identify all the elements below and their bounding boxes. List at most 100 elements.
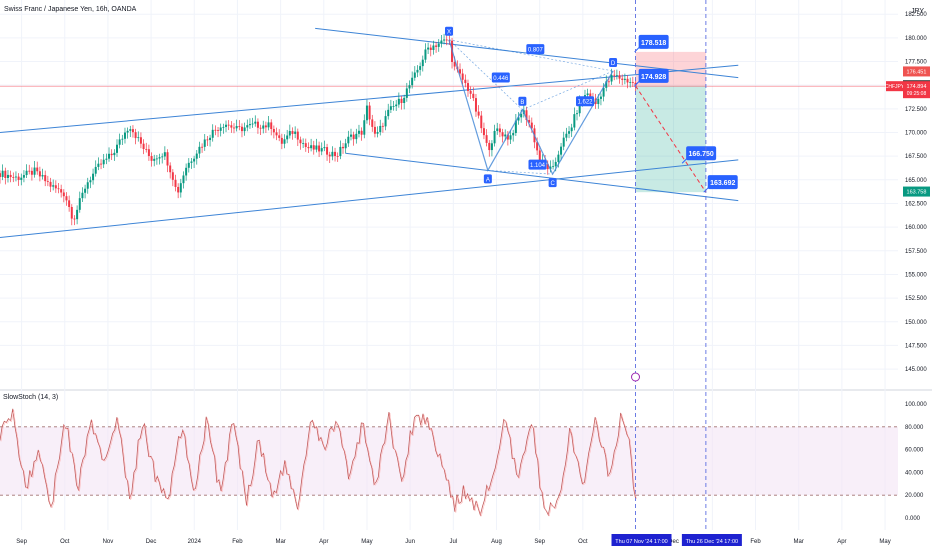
candle-body <box>243 127 246 132</box>
candle-body <box>291 131 294 134</box>
pattern-point-label: B <box>520 100 524 106</box>
candle-body <box>108 153 111 159</box>
candle-body <box>272 129 275 133</box>
candle-body <box>49 181 52 187</box>
candle-body <box>65 196 68 201</box>
candle-body <box>461 73 464 80</box>
ratio-label: 1.622 <box>577 100 593 106</box>
candle-body <box>344 143 347 149</box>
candle-body <box>190 161 193 163</box>
candle-body <box>142 143 145 149</box>
candle-body <box>586 93 589 96</box>
candle-body <box>62 192 65 197</box>
date-highlight-box <box>611 534 672 546</box>
candle-body <box>485 135 488 143</box>
candle-body <box>419 66 422 70</box>
candle-body <box>365 105 368 121</box>
candle-body <box>357 130 360 134</box>
candle-body <box>474 98 477 112</box>
candle-body <box>254 121 257 124</box>
time-tick-label: Oct <box>60 539 70 545</box>
callout-box <box>686 146 717 161</box>
candle-body <box>560 146 563 155</box>
candle-body <box>166 152 169 166</box>
candle-body <box>589 93 592 99</box>
candle-body <box>413 72 416 78</box>
time-tick-label: Dec <box>146 539 157 545</box>
time-tick-label: Sep <box>16 539 27 545</box>
stoch-tick-label: 80.000 <box>905 425 924 431</box>
stoch-tick-label: 40.000 <box>905 470 924 476</box>
target-1-callout: 166.750 <box>688 151 713 158</box>
candle-body <box>150 156 153 161</box>
candle-body <box>597 98 600 105</box>
candle-body <box>296 131 299 140</box>
symbol-title[interactable]: Swiss Franc / Japanese Yen, 16h, OANDA <box>4 6 137 13</box>
ratio-box <box>528 159 547 170</box>
candle-body <box>437 43 440 47</box>
price-tag-value: 176.451 <box>907 69 927 75</box>
candle-body <box>78 198 81 210</box>
candle-body <box>158 157 161 159</box>
candle-body <box>347 136 350 144</box>
time-tick-label: Mar <box>794 539 804 545</box>
callout-box <box>638 68 669 83</box>
candle-body <box>506 134 509 140</box>
candle-body <box>536 142 539 151</box>
price-tick-label: 152.500 <box>905 296 927 302</box>
time-tick-label: Dec <box>668 539 679 545</box>
price-tag-value: 163.758 <box>907 190 927 196</box>
candle-body <box>626 78 629 83</box>
candle-body <box>6 174 9 178</box>
candle-body <box>123 132 126 139</box>
candle-body <box>504 134 507 137</box>
pattern-point-label: C <box>550 181 555 187</box>
stop-price-callout: 178.518 <box>641 40 666 47</box>
candle-body <box>222 126 225 128</box>
candle-body <box>496 128 499 131</box>
stoch-tick-label: 60.000 <box>905 448 924 454</box>
candle-body <box>501 132 504 137</box>
trend-channel-line <box>0 64 739 133</box>
candle-body <box>599 96 602 99</box>
callout-box <box>638 34 669 49</box>
slow-stoch-signal-line <box>0 409 637 518</box>
candle-body <box>60 189 63 193</box>
candle-body <box>129 129 132 131</box>
candle-body <box>14 176 17 178</box>
candle-body <box>44 175 47 182</box>
price-tick-label: 162.500 <box>905 201 927 207</box>
candle-body <box>232 127 235 129</box>
candle-body <box>607 81 610 83</box>
candle-body <box>459 69 462 74</box>
candle-body <box>615 75 618 77</box>
event-marker-icon <box>631 372 641 382</box>
candle-body <box>331 151 334 157</box>
current-price-value: 174.894 <box>907 84 927 90</box>
candle-body <box>36 167 39 172</box>
ratio-box <box>526 44 545 55</box>
candle-body <box>570 127 573 132</box>
candle-body <box>493 130 496 144</box>
candle-body <box>171 172 174 180</box>
oscillator-title[interactable]: SlowStoch (14, 3) <box>3 394 59 401</box>
stoch-tick-label: 20.000 <box>905 493 924 499</box>
price-tag-box <box>903 66 930 77</box>
candle-body <box>41 175 44 177</box>
candle-body <box>235 125 238 129</box>
time-tick-label: Apr <box>837 539 846 545</box>
candle-body <box>86 182 89 189</box>
candle-body <box>248 124 251 126</box>
candle-body <box>113 152 116 156</box>
harmonic-ratio-line <box>522 70 614 111</box>
time-tick-label: Aug <box>491 539 502 545</box>
candle-body <box>206 139 209 141</box>
pattern-point-box <box>445 26 453 36</box>
candle-body <box>256 121 259 128</box>
candle-body <box>163 152 166 157</box>
candle-body <box>94 166 97 174</box>
candle-body <box>408 85 411 89</box>
candle-body <box>225 124 228 127</box>
